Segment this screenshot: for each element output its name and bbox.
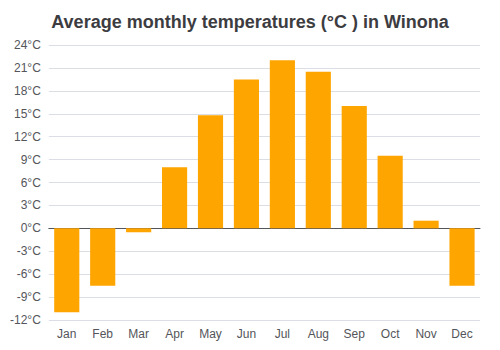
svg-text:21°C: 21°C — [14, 61, 41, 75]
svg-text:Oct: Oct — [381, 327, 400, 341]
svg-text:6°C: 6°C — [21, 176, 41, 190]
svg-text:-12°C: -12°C — [10, 313, 41, 327]
svg-text:Apr: Apr — [165, 327, 184, 341]
svg-text:-9°C: -9°C — [17, 290, 41, 304]
svg-text:Aug: Aug — [308, 327, 329, 341]
svg-text:18°C: 18°C — [14, 84, 41, 98]
svg-text:-3°C: -3°C — [17, 244, 41, 258]
svg-text:15°C: 15°C — [14, 107, 41, 121]
svg-text:Jul: Jul — [275, 327, 290, 341]
svg-text:Mar: Mar — [128, 327, 149, 341]
svg-text:24°C: 24°C — [14, 38, 41, 52]
svg-text:9°C: 9°C — [21, 153, 41, 167]
svg-text:Feb: Feb — [92, 327, 113, 341]
svg-text:Jun: Jun — [237, 327, 256, 341]
svg-text:Sep: Sep — [344, 327, 366, 341]
svg-text:May: May — [199, 327, 222, 341]
svg-text:3°C: 3°C — [21, 198, 41, 212]
svg-text:-6°C: -6°C — [17, 267, 41, 281]
svg-text:12°C: 12°C — [14, 130, 41, 144]
svg-text:Dec: Dec — [451, 327, 472, 341]
svg-text:Average monthly temperatures (: Average monthly temperatures (°C ) in Wi… — [51, 12, 449, 32]
svg-text:Nov: Nov — [415, 327, 436, 341]
svg-text:0°C: 0°C — [21, 221, 41, 235]
svg-text:Jan: Jan — [57, 327, 76, 341]
